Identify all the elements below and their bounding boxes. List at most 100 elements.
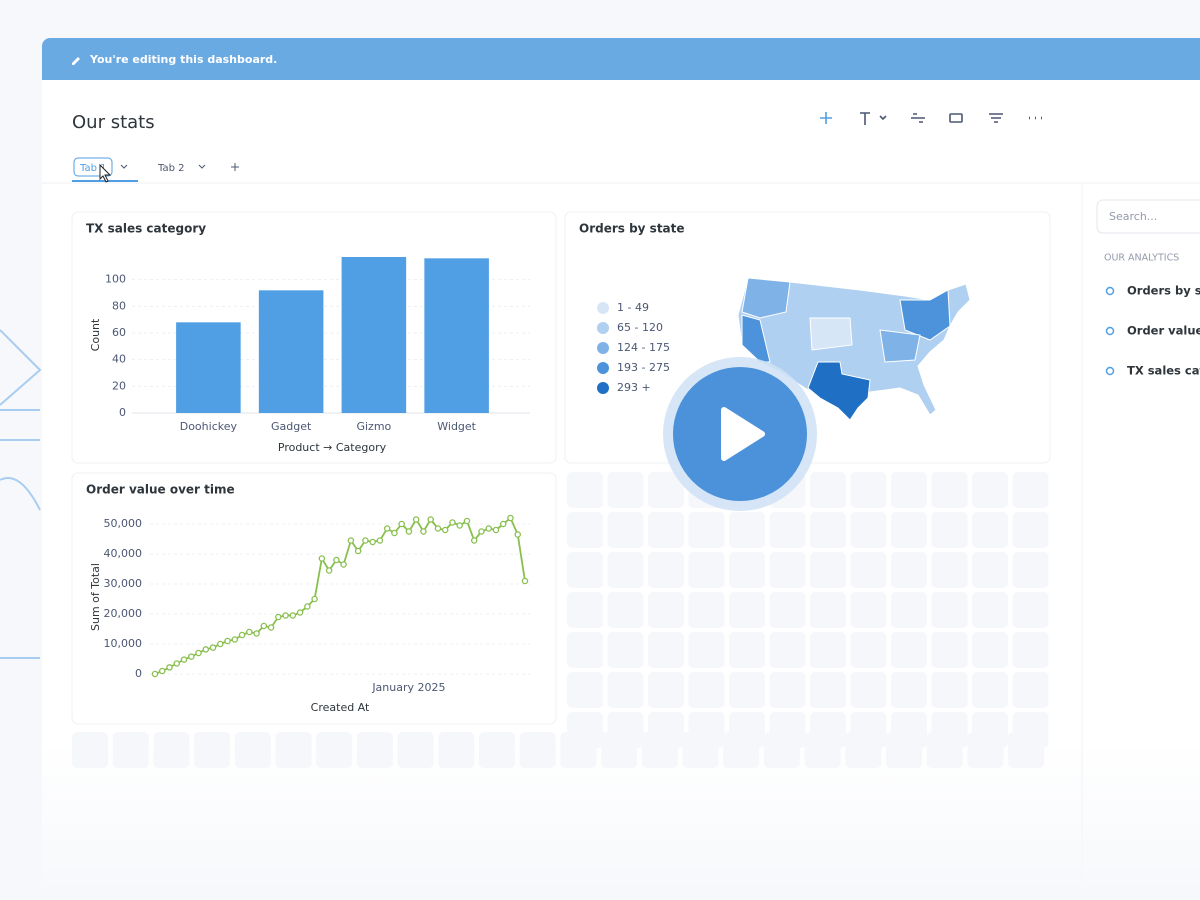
point [514,531,521,538]
grid-cell [729,592,765,628]
grid-cell [1012,552,1049,588]
grid-cell [769,672,806,708]
tab-controls[interactable] [198,163,239,171]
grid-cell [567,632,603,668]
point [456,522,463,529]
y-tick-label: 20 [112,379,126,392]
point [369,538,376,546]
grid-cell [931,512,968,548]
grid-cell [1012,472,1049,508]
bar [424,258,489,413]
sidebar-item[interactable]: Order value over time [1127,324,1200,338]
map-region [899,289,951,341]
point [151,670,159,678]
grid-cell [810,512,846,548]
sidebar-item[interactable]: Orders by state [1127,284,1200,298]
point [405,528,413,535]
grid-cell [607,672,644,708]
grid-cell [850,552,887,588]
item-icon [1105,366,1115,376]
grid-cell [850,472,887,508]
link-button[interactable] [911,113,925,123]
grid-cell [688,592,725,628]
bar [258,290,324,413]
grid-cell [688,632,725,668]
tab[interactable]: Tab 1 [79,163,106,174]
grid-cell [648,472,684,508]
search-placeholder: Search... [1109,210,1157,223]
filter-button[interactable] [989,113,1003,123]
grid-cell [891,592,927,628]
grid-cell [1012,632,1049,668]
grid-cell [769,552,806,588]
point [427,516,434,523]
y-tick-label: 0 [135,667,142,680]
grid-cell [567,672,603,708]
point [224,637,231,645]
cursor [99,163,112,183]
point [463,517,471,525]
grid-cell [931,672,968,708]
point [311,595,318,603]
grid-cell [931,592,968,628]
point [333,556,340,564]
toolbar [820,112,1042,125]
grid-cell [567,592,603,628]
grid-cell [729,512,765,548]
grid-cell [729,552,765,588]
point [195,649,202,657]
x-axis-label: Product → Category [278,441,387,454]
grid-cell [891,472,927,508]
pencil-icon [72,57,80,65]
grid-cell [810,592,846,628]
point [412,516,420,523]
legend-swatch [597,382,609,394]
grid-cell [972,632,1008,668]
tab[interactable]: Tab 2 [157,163,184,174]
grid-cell [972,672,1008,708]
grid-cell [810,552,846,588]
point [188,653,195,660]
point [217,640,224,648]
x-tick-label: January 2025 [371,681,445,694]
add-button[interactable] [820,112,832,124]
grid-cell [891,552,927,588]
grid-cell [688,552,725,588]
y-tick-label: 50,000 [104,517,143,530]
point [354,547,362,555]
sidebar-item[interactable]: TX sales category [1127,364,1200,378]
y-tick-label: 40 [112,353,126,366]
point [282,612,289,619]
grid-cell [850,512,887,548]
item-icon [1105,326,1115,336]
grid-cell [1012,592,1049,628]
point [173,660,181,667]
y-tick-label: 60 [112,326,126,339]
point [275,613,282,621]
tab-menu[interactable] [120,164,128,169]
legend-label: 193 - 275 [617,361,670,374]
text-button[interactable] [860,112,887,125]
grid-cell [810,472,846,508]
grid-cell [810,672,846,708]
map-region [741,277,791,319]
point [434,525,442,532]
x-tick-label: Gizmo [356,420,391,433]
grid-cell [972,512,1008,548]
legend-swatch [597,302,609,314]
grid-cell [607,592,644,628]
map-region [879,329,921,363]
point [180,656,188,663]
y-tick-label: 80 [112,299,126,312]
grid-cell [607,552,644,588]
search-box[interactable] [1096,199,1200,234]
edit-banner [42,38,1200,80]
point [449,519,456,526]
x-tick-label: Doohickey [180,420,238,433]
map-region [807,361,871,421]
grid-cell [648,592,684,628]
grid-cell [607,632,644,668]
section-button[interactable] [949,113,963,123]
point [398,520,405,528]
card-title: Order value over time [86,483,235,497]
